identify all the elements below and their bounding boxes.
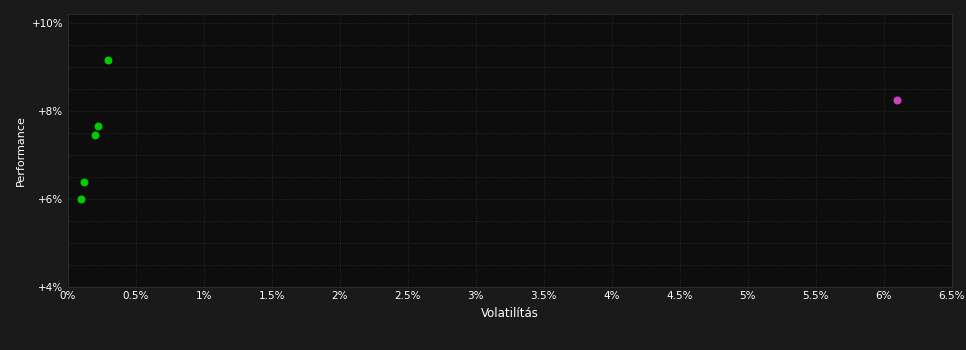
Point — [890, 97, 905, 103]
Point — [100, 57, 116, 63]
Point — [73, 196, 89, 202]
Point — [76, 180, 92, 185]
X-axis label: Volatilítás: Volatilítás — [481, 307, 538, 320]
Point — [87, 132, 102, 138]
Point — [90, 124, 105, 129]
Y-axis label: Performance: Performance — [16, 115, 26, 186]
